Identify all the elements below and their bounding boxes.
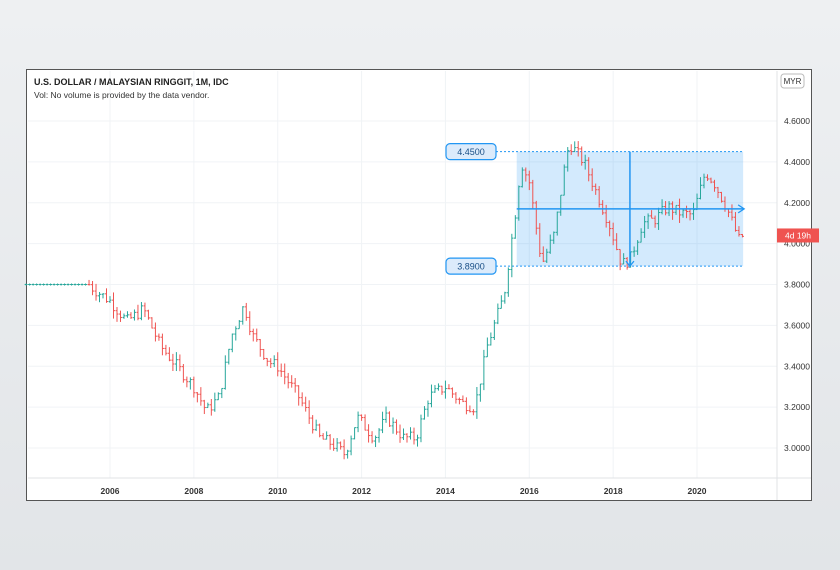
y-tick-label: 4.4000 xyxy=(784,157,810,167)
y-tick-label: 4.2000 xyxy=(784,198,810,208)
range-low-label: 3.8900 xyxy=(457,262,485,272)
y-tick-label: 3.4000 xyxy=(784,361,810,371)
y-tick-label: 4.0000 xyxy=(784,239,810,249)
currency-label: MYR xyxy=(784,77,802,86)
y-tick-label: 3.8000 xyxy=(784,280,810,290)
range-high-label: 4.4500 xyxy=(457,147,485,157)
range-high-label-box xyxy=(445,143,497,161)
y-tick-label: 3.6000 xyxy=(784,320,810,330)
x-tick-label: 2006 xyxy=(101,486,120,496)
currency-button[interactable] xyxy=(780,73,805,89)
countdown-label: 4d 19h xyxy=(785,230,811,240)
x-tick-label: 2016 xyxy=(520,486,539,496)
x-tick-label: 2008 xyxy=(184,486,203,496)
y-tick-label: 3.2000 xyxy=(784,402,810,412)
arrow-down-icon xyxy=(625,260,635,268)
x-tick-label: 2020 xyxy=(688,486,707,496)
x-tick-label: 2018 xyxy=(604,486,623,496)
countdown-badge xyxy=(777,228,819,243)
chart-subtitle: Vol: No volume is provided by the data v… xyxy=(34,90,210,100)
y-tick-label: 4.6000 xyxy=(784,116,810,126)
x-tick-label: 2012 xyxy=(352,486,371,496)
chart-title: U.S. DOLLAR / MALAYSIAN RINGGIT, 1M, IDC xyxy=(34,77,229,87)
y-tick-label: 3.0000 xyxy=(784,443,810,453)
range-low-label-box xyxy=(445,257,497,275)
arrow-right-icon xyxy=(737,204,746,214)
x-tick-label: 2010 xyxy=(268,486,287,496)
x-tick-label: 2014 xyxy=(436,486,455,496)
